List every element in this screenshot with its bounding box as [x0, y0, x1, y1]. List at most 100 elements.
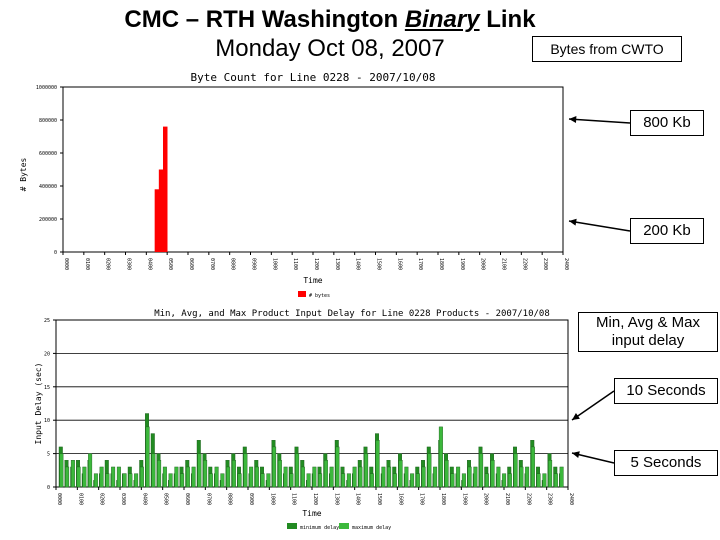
chart2-xtick-label: 1900 [461, 493, 467, 505]
chart2-bar-max [99, 466, 104, 488]
chart2-bar-max [237, 473, 242, 488]
chart2-bar-max [157, 460, 162, 488]
chart1-xtick-label: 0100 [84, 258, 90, 270]
chart2-bar-max [65, 466, 70, 488]
callout-arrow-line [571, 390, 615, 421]
chart2-bar-max [128, 473, 133, 488]
chart2-bar-max [116, 466, 121, 488]
callout-arrow-head [572, 451, 580, 459]
chart2-xtick-label: 2200 [525, 493, 531, 505]
chart2-bar-max [398, 460, 403, 488]
chart2-bar-max [145, 426, 150, 488]
chart1-xtick-label: 0600 [188, 258, 194, 270]
chart2-bar-max [323, 460, 328, 488]
chart2-legend-swatch-max [339, 523, 349, 529]
chart2-bar-max [341, 473, 346, 488]
chart2-title: Min, Avg, and Max Product Input Delay fo… [154, 309, 550, 319]
chart1-xtick-label: 1100 [292, 258, 298, 270]
chart2-bar-max [82, 466, 87, 488]
chart1-xtick-label: 0300 [126, 258, 132, 270]
chart2-xtick-label: 1400 [355, 493, 361, 505]
chart2-bar-max [450, 473, 455, 488]
chart2-xtick-label: 0500 [163, 493, 169, 505]
chart2-bar-max [473, 466, 478, 488]
title-emphasis: Binary [404, 6, 480, 33]
chart2-legend-label-min: minimum delay [300, 525, 339, 531]
chart2-bar-max [254, 466, 259, 488]
chart2-xtick-label: 2400 [568, 493, 574, 505]
callout-delay: Min, Avg & Max input delay [578, 312, 718, 352]
chart2-bar-max [59, 453, 64, 488]
chart2-bar-max [105, 473, 110, 488]
chart2-bar-max [70, 460, 75, 488]
chart1-xtick-label: 0400 [146, 258, 152, 270]
chart2-xtick-label: 1300 [333, 493, 339, 505]
chart2-xtick-label: 1100 [291, 493, 297, 505]
chart2-bar-max [530, 446, 535, 488]
chart2-bar-max [197, 453, 202, 488]
callout-arrow-head [569, 115, 577, 123]
chart2-bar-max [88, 453, 93, 488]
chart2-xtick-label: 0900 [248, 493, 254, 505]
chart2-xtick-label: 1700 [419, 493, 425, 505]
chart2-bar-max [410, 473, 415, 488]
chart2-bar-max [151, 453, 156, 488]
chart2-xtick-label: 0300 [120, 493, 126, 505]
chart2-bar-max [272, 446, 277, 488]
chart1-xtick-label: 1900 [459, 258, 465, 270]
chart2-bar-max [496, 466, 501, 488]
chart1-xtick-label: 0800 [230, 258, 236, 270]
chart2-bar-max [490, 460, 495, 488]
chart2-xtick-label: 0100 [77, 493, 83, 505]
chart2-xtick-label: 0600 [184, 493, 190, 505]
chart2-xtick-label: 1800 [440, 493, 446, 505]
callout-10sec: 10 Seconds [614, 378, 718, 404]
chart2-xtick-label: 1000 [269, 493, 275, 505]
chart2-xtick-label: 1200 [312, 493, 318, 505]
chart1-xtick-label: 2200 [521, 258, 527, 270]
callout-800kb: 800 Kb [630, 110, 704, 136]
chart1-xtick-label: 2000 [480, 258, 486, 270]
chart2-bar-max [369, 473, 374, 488]
chart1-xtick-label: 1200 [313, 258, 319, 270]
chart2-bar-max [283, 466, 288, 488]
chart2-ytick-label: 0 [47, 485, 50, 491]
chart2-bar-max [542, 473, 547, 488]
chart2-ytick-label: 15 [44, 385, 50, 391]
chart2-bar-max [139, 466, 144, 488]
chart2-bar-max [421, 466, 426, 488]
chart1-xtick-label: 1400 [355, 258, 361, 270]
chart1-xlabel: Time [303, 276, 322, 285]
callout-delay-line1: Min, Avg & Max [596, 314, 700, 331]
chart2-bar-max [536, 473, 541, 488]
callout-arrow-line [568, 118, 631, 124]
chart1-xtick-label: 1700 [417, 258, 423, 270]
chart2-bar-max [226, 466, 231, 488]
chart2-xtick-label: 1600 [397, 493, 403, 505]
chart2-ytick-label: 5 [47, 452, 50, 458]
chart1-xtick-label: 0500 [167, 258, 173, 270]
chart2-bar-max [438, 426, 443, 488]
chart2-bar-max [329, 466, 334, 488]
chart1-xtick-label: 1300 [334, 258, 340, 270]
chart1-ytick-label: 0 [54, 250, 57, 256]
chart2-bar-max [479, 453, 484, 488]
chart2-bar-max [243, 453, 248, 488]
chart2-bar-max [548, 460, 553, 488]
chart2-bar-max [203, 460, 208, 488]
chart2-bar-max [519, 466, 524, 488]
chart1-xtick-label: 0900 [251, 258, 257, 270]
chart2-xtick-label: 2000 [483, 493, 489, 505]
chart2-xtick-label: 2300 [547, 493, 553, 505]
chart2-bar-max [312, 466, 317, 488]
chart1-xtick-label: 0200 [105, 258, 111, 270]
chart2-bar-max [358, 466, 363, 488]
chart2-bar-max [191, 466, 196, 488]
chart2-bar-max [162, 466, 167, 488]
chart2-bar-max [364, 453, 369, 488]
callout-arrow-line [568, 220, 631, 232]
chart1-xtick-label: 0000 [63, 258, 69, 270]
chart2-bar-max [208, 473, 213, 488]
callout-arrow-head [569, 218, 577, 226]
chart2-bar-max [318, 473, 323, 488]
